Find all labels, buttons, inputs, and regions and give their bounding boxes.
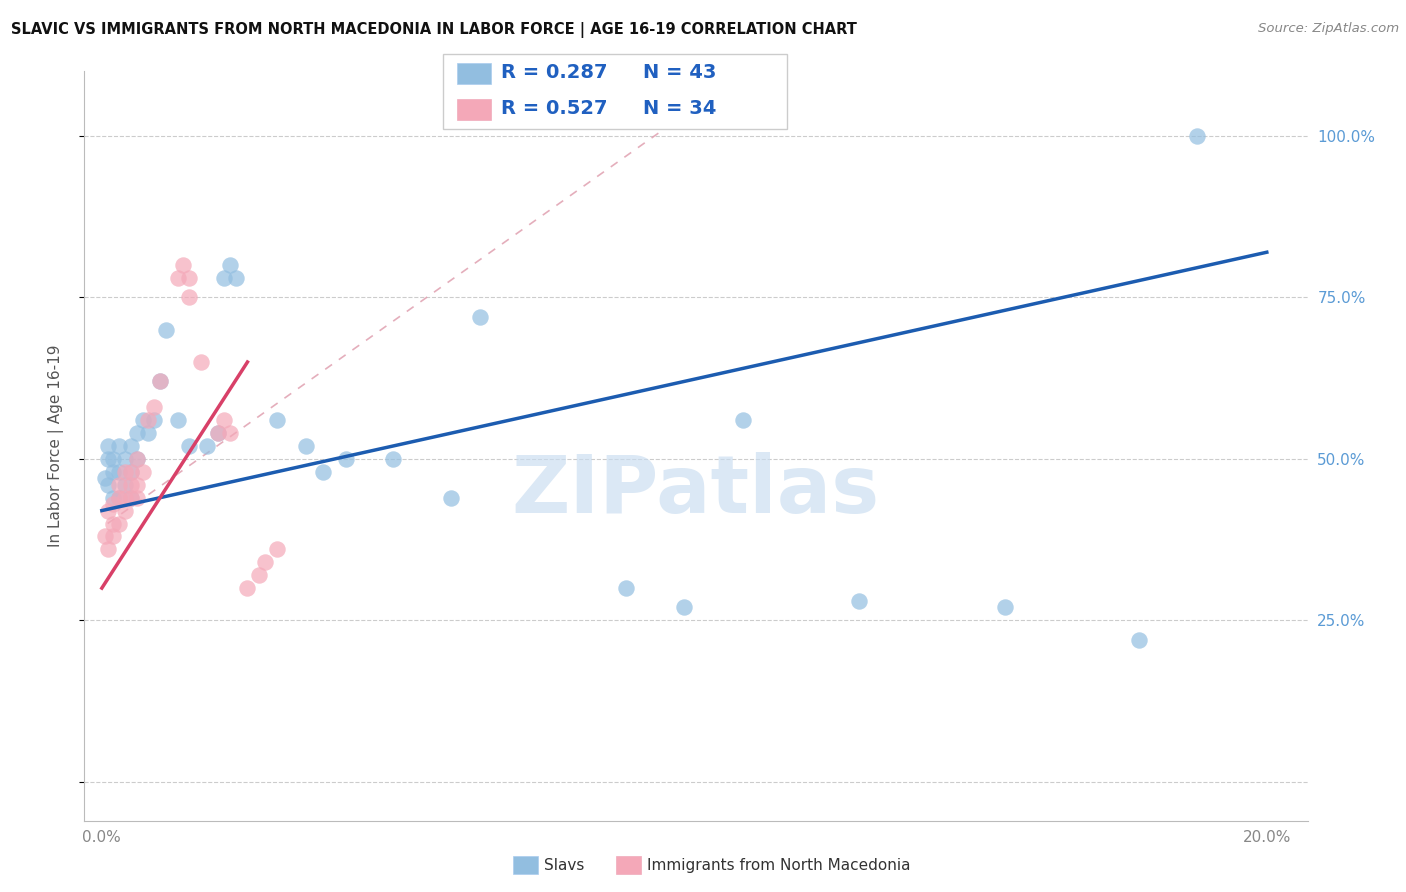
Point <box>125 477 148 491</box>
Y-axis label: In Labor Force | Age 16-19: In Labor Force | Age 16-19 <box>48 344 63 548</box>
Text: ZIPatlas: ZIPatlas <box>512 452 880 530</box>
Point <box>125 426 148 441</box>
Point <box>120 439 142 453</box>
Point <box>149 375 172 389</box>
Point <box>219 426 242 441</box>
Point <box>125 451 148 466</box>
Point <box>114 491 136 505</box>
Text: Slavs: Slavs <box>544 858 585 872</box>
Point <box>236 581 259 595</box>
Point <box>212 413 235 427</box>
Point <box>614 581 637 595</box>
Point <box>207 426 229 441</box>
FancyBboxPatch shape <box>443 54 787 129</box>
Point <box>120 491 142 505</box>
Point <box>179 271 201 285</box>
Point <box>108 491 131 505</box>
Point <box>108 439 131 453</box>
Text: N = 34: N = 34 <box>643 99 716 118</box>
Point <box>97 477 120 491</box>
Point <box>103 516 125 531</box>
Text: R = 0.527: R = 0.527 <box>502 99 607 118</box>
Point <box>138 413 160 427</box>
Point <box>143 413 166 427</box>
Point <box>103 497 125 511</box>
Point <box>103 529 125 543</box>
Point <box>143 401 166 415</box>
Point <box>195 439 218 453</box>
Point <box>440 491 463 505</box>
Point <box>166 271 188 285</box>
Point <box>97 451 120 466</box>
Point <box>108 465 131 479</box>
Point <box>93 471 115 485</box>
Point <box>335 451 357 466</box>
Point <box>225 271 247 285</box>
Point <box>190 355 212 369</box>
Point <box>207 426 229 441</box>
Point <box>114 503 136 517</box>
Point <box>172 258 194 272</box>
Point <box>382 451 405 466</box>
Point <box>103 491 125 505</box>
Point <box>247 568 270 582</box>
Point <box>266 413 288 427</box>
Point <box>179 290 201 304</box>
Point <box>219 258 242 272</box>
Point <box>97 542 120 557</box>
Point <box>673 600 696 615</box>
Point <box>179 439 201 453</box>
Point <box>97 439 120 453</box>
Text: Source: ZipAtlas.com: Source: ZipAtlas.com <box>1258 22 1399 36</box>
Point <box>97 503 120 517</box>
Point <box>149 375 172 389</box>
Point <box>731 413 754 427</box>
Point <box>114 477 136 491</box>
Point <box>266 542 288 557</box>
Point <box>131 465 153 479</box>
Point <box>212 271 235 285</box>
Point <box>120 477 142 491</box>
Point <box>131 413 153 427</box>
Point <box>120 465 142 479</box>
Point <box>138 426 160 441</box>
Point <box>120 465 142 479</box>
Point <box>114 465 136 479</box>
Point <box>294 439 316 453</box>
Text: Immigrants from North Macedonia: Immigrants from North Macedonia <box>647 858 910 872</box>
Point <box>1128 632 1150 647</box>
Text: N = 43: N = 43 <box>643 63 716 82</box>
Point <box>994 600 1017 615</box>
Point <box>253 555 276 569</box>
Point <box>166 413 188 427</box>
FancyBboxPatch shape <box>457 62 491 84</box>
Text: SLAVIC VS IMMIGRANTS FROM NORTH MACEDONIA IN LABOR FORCE | AGE 16-19 CORRELATION: SLAVIC VS IMMIGRANTS FROM NORTH MACEDONI… <box>11 22 858 38</box>
Point <box>108 491 131 505</box>
Point <box>114 451 136 466</box>
Point <box>93 529 115 543</box>
Point <box>1185 128 1208 143</box>
Point <box>125 491 148 505</box>
Point <box>103 451 125 466</box>
Point <box>312 465 335 479</box>
FancyBboxPatch shape <box>457 99 491 120</box>
Point <box>848 594 870 608</box>
Text: R = 0.287: R = 0.287 <box>502 63 607 82</box>
Point <box>108 477 131 491</box>
Point <box>120 491 142 505</box>
Point <box>103 465 125 479</box>
Point <box>125 451 148 466</box>
Point <box>470 310 492 324</box>
Point <box>155 323 177 337</box>
Point <box>108 516 131 531</box>
